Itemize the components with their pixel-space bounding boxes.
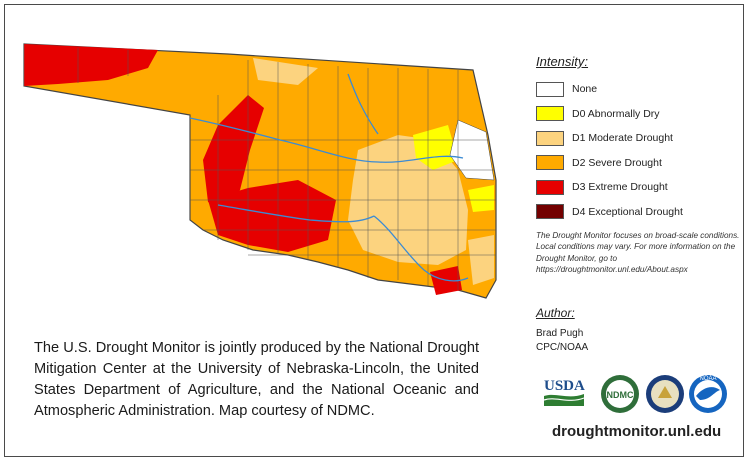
legend-label: D4 Exceptional Drought: [572, 205, 683, 218]
author-org: CPC/NOAA: [536, 342, 589, 353]
legend-swatch: [536, 155, 564, 171]
rivers: [189, 73, 469, 282]
legend-label: D3 Extreme Drought: [572, 181, 668, 194]
legend-label: D1 Moderate Drought: [572, 132, 673, 145]
legend-label: None: [572, 83, 598, 96]
legend-item-d1: D1 Moderate Drought: [536, 126, 736, 151]
d1-region-north: [253, 58, 318, 85]
noaa-logo: NOAA: [689, 375, 727, 413]
legend-item-d2: D2 Severe Drought: [536, 151, 736, 176]
legend-item-d3: D3 Extreme Drought: [536, 175, 736, 200]
d3-region-southwest: [208, 180, 336, 252]
legend: Intensity: None D0 Abnormally Dry D1 Mod…: [536, 54, 736, 224]
noaa-logo-text: NOAA: [699, 376, 716, 382]
d3-region-panhandle: [24, 44, 158, 86]
ndmc-logo: NDMC: [601, 375, 639, 413]
legend-swatch: [536, 204, 564, 220]
ndmc-logo-text: NDMC: [607, 390, 634, 400]
usda-logo: USDA: [543, 378, 585, 406]
partner-logos: USDA NDMC NOAA: [543, 375, 727, 413]
legend-item-d4: D4 Exceptional Drought: [536, 200, 736, 225]
legend-item-none: None: [536, 77, 736, 102]
website-link[interactable]: droughtmonitor.unl.edu: [552, 423, 722, 440]
author-heading: Author:: [536, 306, 575, 320]
d1-region-southeast: [468, 235, 494, 285]
oklahoma-drought-map: [23, 43, 497, 299]
legend-swatch: [536, 130, 564, 146]
map-frame: [4, 4, 744, 457]
none-region-northeast: [449, 119, 495, 181]
legend-swatch: [536, 106, 564, 122]
usda-logo-text: USDA: [544, 378, 585, 394]
legend-item-d0: D0 Abnormally Dry: [536, 102, 736, 127]
legend-swatch: [536, 179, 564, 195]
legend-label: D0 Abnormally Dry: [572, 107, 660, 120]
disclaimer-text: The Drought Monitor focuses on broad-sca…: [536, 231, 740, 274]
legend-title: Intensity:: [536, 54, 589, 69]
county-lines: [23, 44, 496, 290]
author-name: Brad Pugh: [536, 328, 584, 339]
commerce-seal-logo: [646, 375, 684, 413]
legend-label: D2 Severe Drought: [572, 156, 662, 169]
d0-region-east: [468, 185, 494, 212]
legend-swatch: [536, 81, 564, 97]
credit-text: The U.S. Drought Monitor is jointly prod…: [34, 340, 479, 419]
